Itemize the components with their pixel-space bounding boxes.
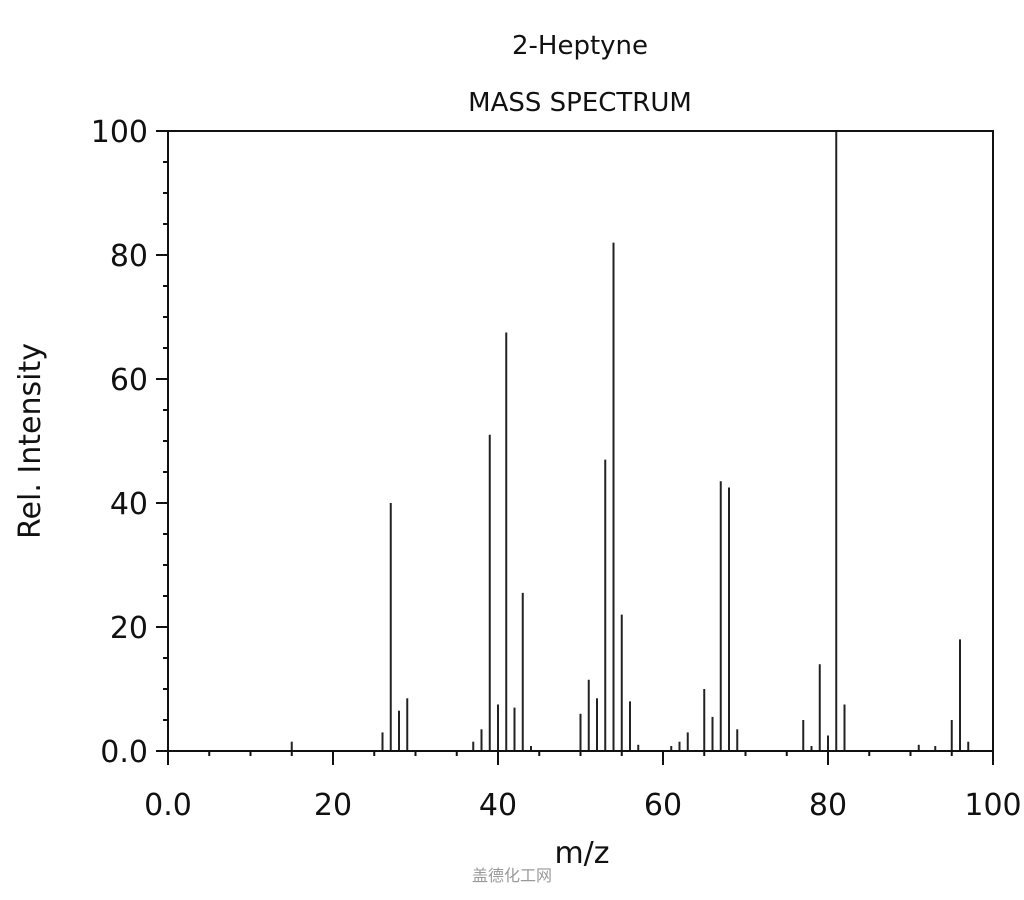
- chart-subtitle: MASS SPECTRUM: [468, 88, 692, 118]
- watermark: 盖德化工网: [472, 866, 552, 885]
- y-tick-label: 20: [110, 611, 148, 646]
- plot-frame: [167, 130, 994, 752]
- x-tick-label: 100: [964, 788, 1021, 823]
- x-tick-label: 0.0: [144, 788, 192, 823]
- axis-ticks: 0.0 20 40 60 80 100 0.0 20 40 60 80 100: [91, 115, 1022, 823]
- y-tick-label: 60: [110, 363, 148, 398]
- x-tick-label: 20: [314, 788, 352, 823]
- y-tick-label: 0.0: [100, 735, 148, 770]
- y-tick-label: 100: [91, 115, 148, 150]
- x-tick-label: 40: [479, 788, 517, 823]
- y-tick-label: 80: [110, 239, 148, 274]
- x-tick-label: 60: [644, 788, 682, 823]
- x-tick-label: 80: [809, 788, 847, 823]
- y-axis-label: Rel. Intensity: [13, 343, 48, 539]
- y-tick-label: 40: [110, 487, 148, 522]
- chart-title: 2-Heptyne: [512, 31, 648, 61]
- x-axis-label: m/z: [554, 836, 609, 871]
- peak-bars: [290, 131, 970, 751]
